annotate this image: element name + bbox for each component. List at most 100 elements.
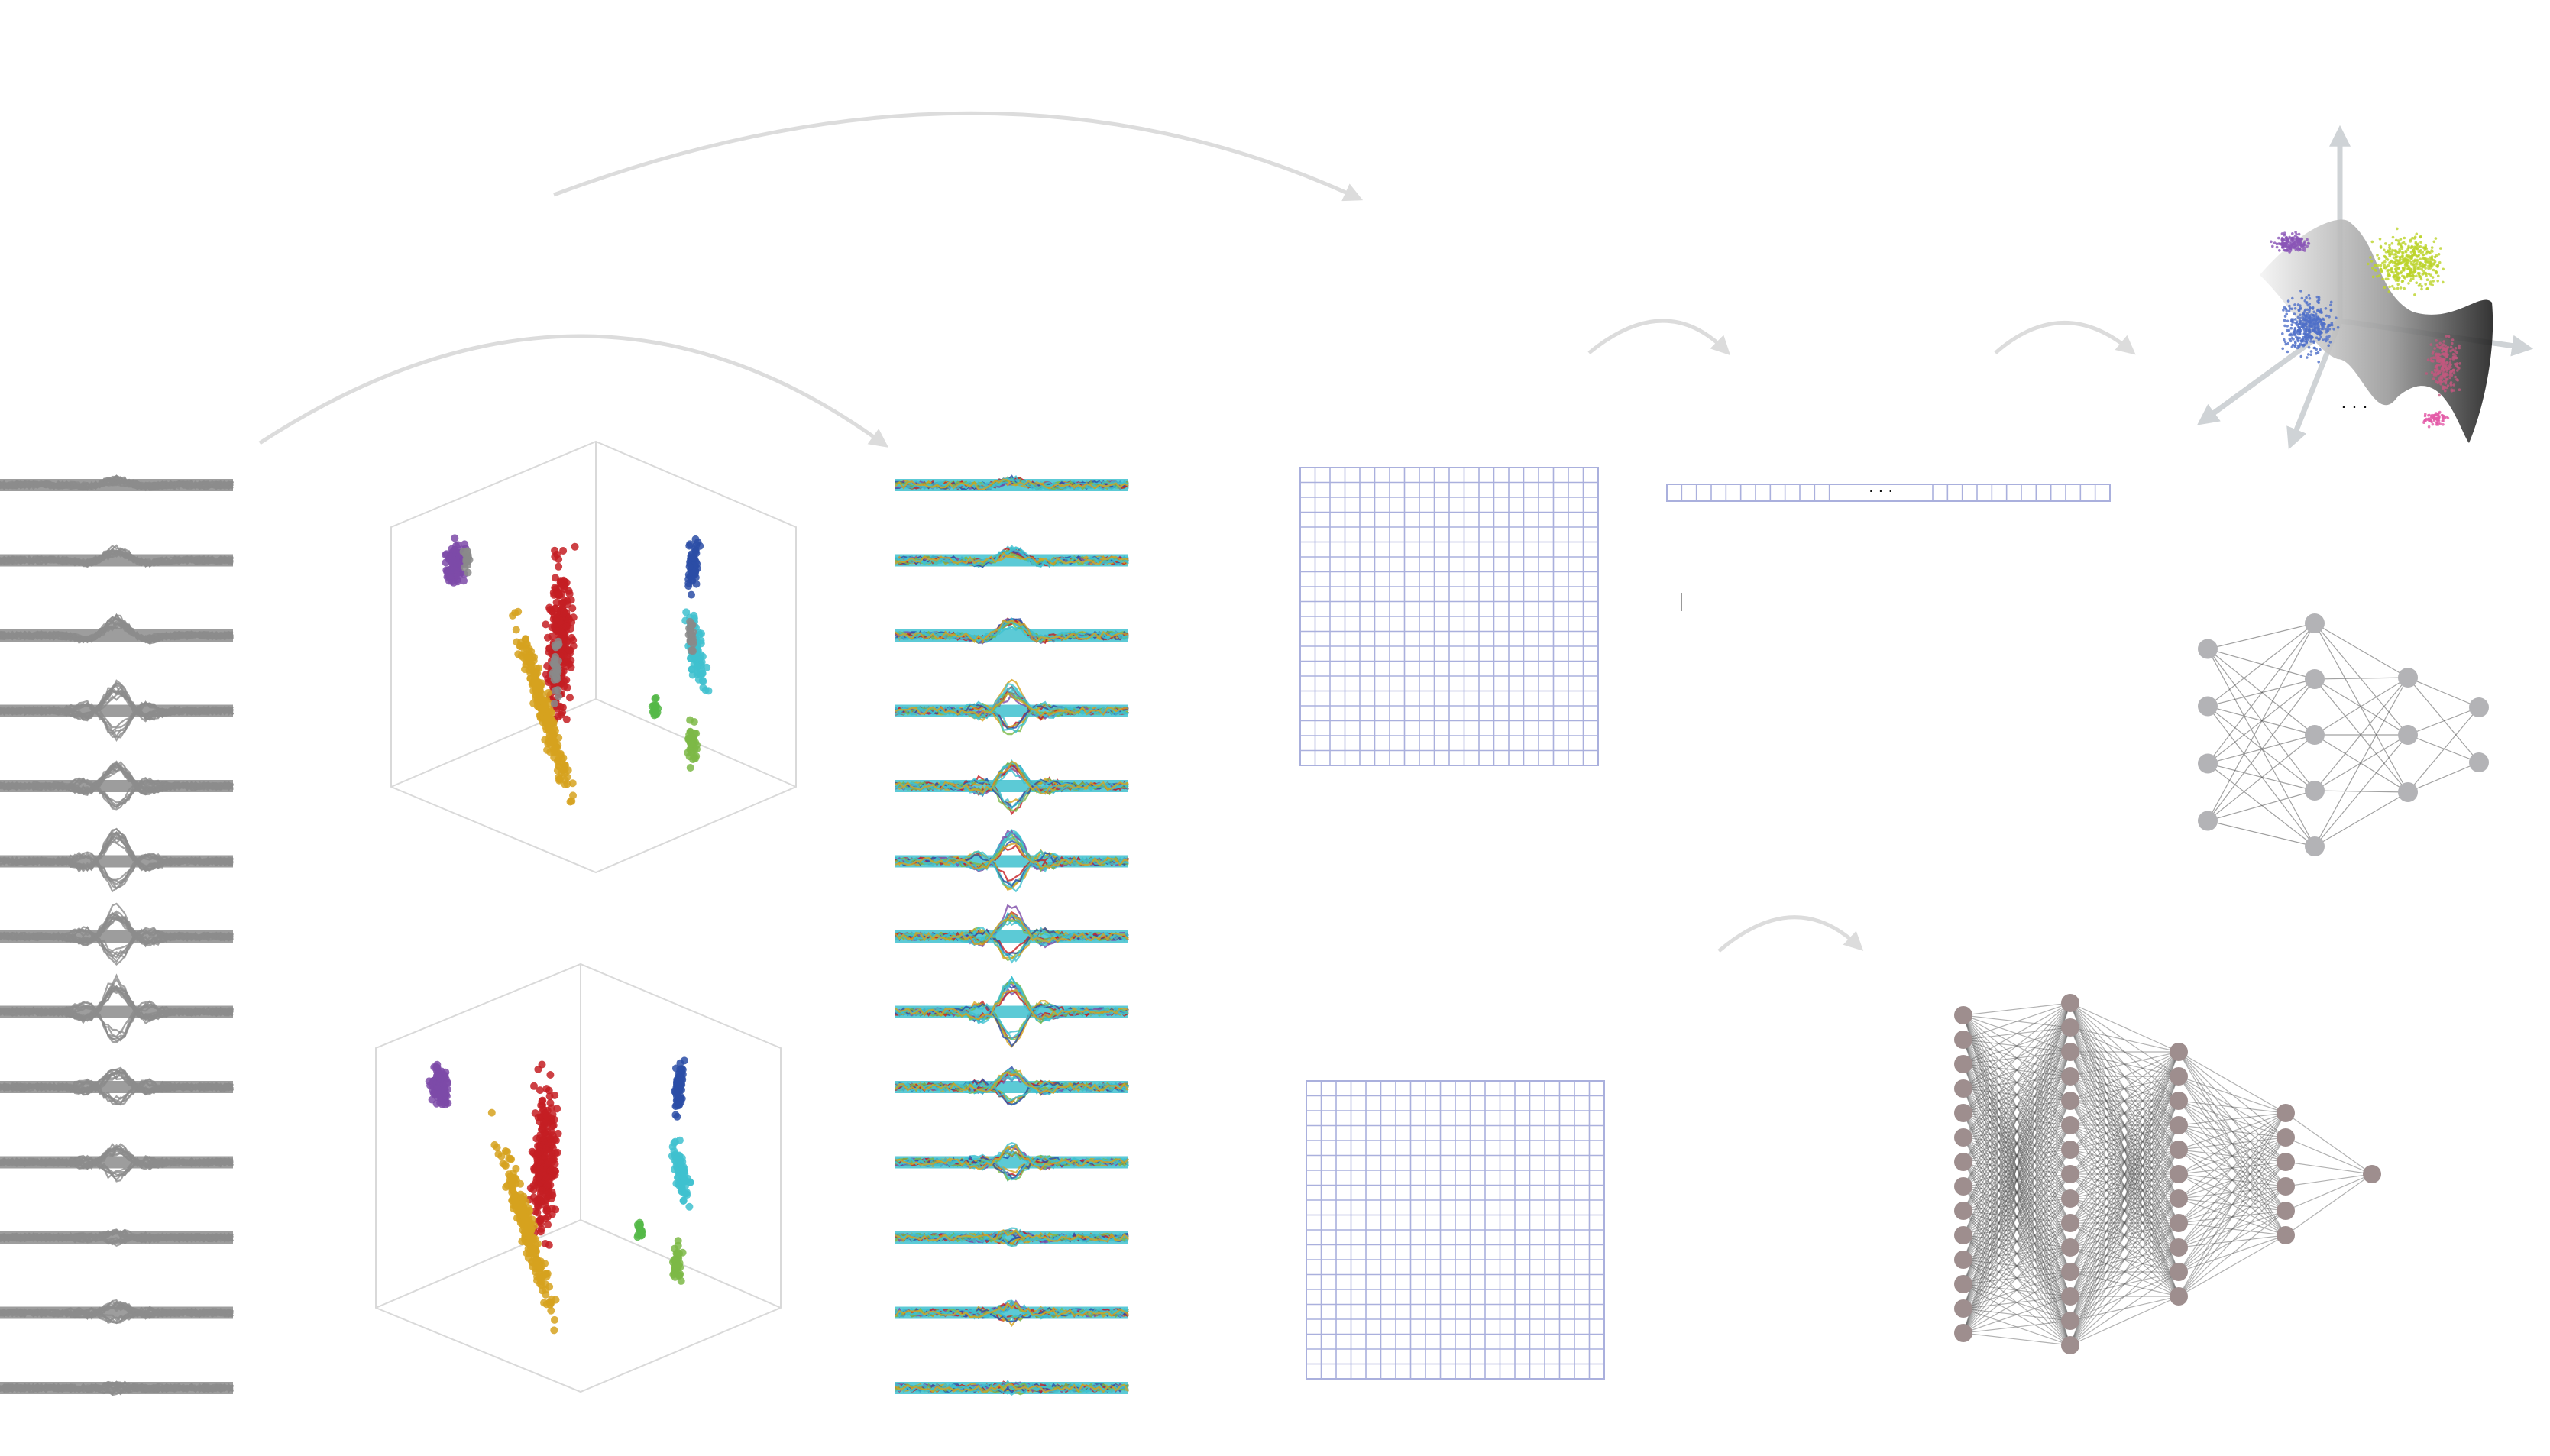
network-edge <box>2069 1076 2179 1150</box>
cluster-point <box>569 613 578 622</box>
network-edge <box>1963 1027 2071 1212</box>
network-edge <box>1963 1124 2071 1187</box>
cluster-point <box>551 1171 559 1179</box>
cluster-point <box>548 1138 556 1146</box>
embedding-point <box>2419 245 2422 248</box>
embedding-point <box>2425 286 2429 290</box>
network-node <box>2061 994 2079 1012</box>
network-edge <box>1963 1210 2071 1297</box>
embedding-point <box>2390 250 2394 254</box>
embedding-point <box>2441 374 2445 377</box>
network-edge <box>2069 1100 2179 1199</box>
network-edge <box>2178 1100 2286 1236</box>
embedding-cloud-rose <box>2425 335 2461 397</box>
network-edge <box>1963 1137 2071 1224</box>
cluster-point <box>561 776 569 785</box>
sorted-channel-2 <box>895 545 1129 568</box>
cluster-point <box>637 1231 646 1240</box>
embedding-point <box>2289 247 2293 251</box>
network-edge <box>1963 1027 2071 1040</box>
network-edge <box>1963 1076 2071 1138</box>
embedding-point <box>2435 367 2439 371</box>
network-edge <box>1963 1063 2071 1175</box>
network-edge <box>2207 623 2315 821</box>
network-edge <box>1963 1124 2071 1163</box>
embedding-point <box>2313 317 2316 321</box>
network-edge <box>1963 1222 2071 1260</box>
embedding-point <box>2322 325 2325 328</box>
embedding-point <box>2419 235 2422 239</box>
embedding-point <box>2396 227 2399 231</box>
network-edge <box>2069 1027 2179 1297</box>
embedding-point <box>2293 244 2297 247</box>
embedding-point <box>2414 242 2417 245</box>
embedding-point <box>2455 356 2458 360</box>
embedding-point <box>2448 370 2452 374</box>
network-edge <box>2207 706 2315 791</box>
network-edge <box>2314 677 2409 791</box>
embedding-point <box>2309 350 2313 353</box>
network-edge <box>1963 1039 2071 1150</box>
cluster-point <box>553 1148 561 1157</box>
embedding-point <box>2306 353 2310 356</box>
network-node <box>2061 1018 2079 1037</box>
cluster-point <box>674 1156 682 1164</box>
network-edge <box>1963 1149 2071 1163</box>
embedding-point <box>2458 388 2461 391</box>
embedding-point <box>2271 244 2274 248</box>
embedding-point <box>2286 319 2289 323</box>
embedding-point <box>2317 301 2320 305</box>
network-edge <box>2069 1198 2179 1346</box>
cluster-point <box>497 1152 506 1160</box>
embedding-point <box>2393 253 2396 256</box>
sorted-channel-12 <box>895 1299 1129 1328</box>
embedding-point <box>2296 344 2300 348</box>
network-edge <box>1963 1100 2071 1334</box>
embedding-point <box>2381 277 2384 281</box>
embedding-point <box>2327 344 2330 348</box>
correlation-matrix-top <box>1299 467 1599 766</box>
cluster-point <box>523 641 530 649</box>
embedding-point <box>2295 233 2298 236</box>
network-edge <box>2069 1222 2179 1346</box>
network-edge <box>1963 1027 2071 1260</box>
embedding-point <box>2396 283 2400 286</box>
cluster-point <box>559 754 568 762</box>
embedding-point <box>2428 413 2431 417</box>
flattened-vector <box>1666 484 2111 502</box>
embedding-point <box>2284 342 2288 346</box>
cluster-lime <box>684 716 701 772</box>
embedding-point <box>2384 242 2387 245</box>
network-edge <box>2314 677 2409 680</box>
embedding-point <box>2369 256 2372 259</box>
network-edge <box>2178 1076 2286 1114</box>
cluster-point <box>549 1191 557 1199</box>
network-edge <box>2069 1173 2179 1346</box>
embedding-point <box>2405 262 2409 265</box>
network-edge <box>2178 1149 2286 1163</box>
network-node <box>1954 1177 1972 1196</box>
embedding-point <box>2300 296 2304 300</box>
cluster-point <box>566 694 574 702</box>
cluster-point <box>535 664 543 672</box>
network-edge <box>1963 1051 2071 1138</box>
embedding-point <box>2433 255 2437 259</box>
network-edge <box>2069 1173 2179 1199</box>
cluster-point <box>526 1206 534 1215</box>
network-edge <box>2069 1149 2179 1273</box>
embedding-point <box>2441 345 2444 348</box>
cluster-point <box>461 550 470 558</box>
network-edge <box>2069 1027 2179 1224</box>
cluster-point <box>536 1086 544 1095</box>
network-edge <box>1963 1002 2071 1065</box>
embedding-point <box>2296 339 2300 343</box>
embedding-point <box>2427 267 2430 270</box>
network-edge <box>1963 1088 2071 1199</box>
network-edge <box>1963 1210 2071 1322</box>
network-edge <box>2069 1124 2179 1150</box>
embedding-point <box>2326 338 2329 341</box>
network-node <box>2170 1189 2188 1208</box>
cluster-point <box>675 1179 682 1188</box>
embedding-3d: . . . <box>2196 125 2534 450</box>
network-edge <box>2069 1051 2179 1297</box>
